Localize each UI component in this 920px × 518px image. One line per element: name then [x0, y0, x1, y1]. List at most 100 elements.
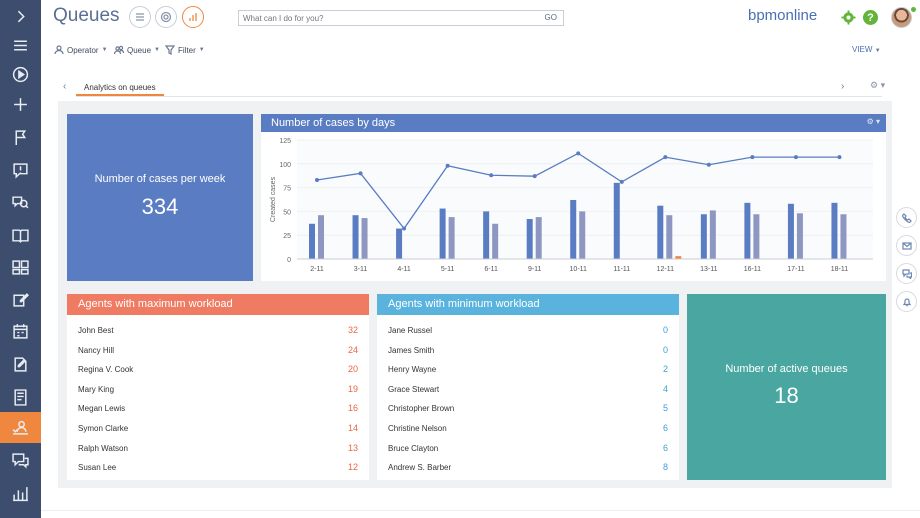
users-icon	[114, 45, 124, 55]
page-title: Queues	[53, 5, 120, 26]
list-item[interactable]: Symon Clarke 14	[67, 420, 369, 438]
mail-button[interactable]	[896, 235, 917, 256]
dashboard-icon	[12, 259, 29, 275]
chevron-down-icon: ▼	[101, 47, 108, 53]
list-item[interactable]: Susan Lee 12	[67, 459, 369, 477]
gear-icon	[160, 11, 172, 23]
agent-name: Ralph Watson	[78, 443, 128, 453]
view-menu-label: VIEW	[852, 45, 873, 54]
sidebar-item-cases[interactable]	[0, 283, 41, 315]
chart-point	[576, 151, 581, 156]
analytics-view-button[interactable]	[182, 6, 204, 28]
chat-button[interactable]	[896, 263, 917, 284]
chart-point	[706, 162, 711, 167]
active-queues-tile[interactable]: Number of active queues 18	[687, 294, 886, 480]
list-item[interactable]: Christopher Brown 5	[377, 400, 679, 418]
list-item[interactable]: Grace Stewart 4	[377, 381, 679, 399]
chat-icon	[12, 452, 29, 469]
filter-menu[interactable]: Filter ▼	[165, 45, 205, 55]
sidebar-item-add[interactable]	[0, 88, 41, 120]
sidebar-item-flag[interactable]	[0, 121, 41, 153]
settings-view-button[interactable]	[155, 6, 177, 28]
chart-bar	[657, 205, 664, 259]
list-item[interactable]: James Smith 0	[377, 342, 679, 360]
x-tick-label: 11-11	[613, 266, 630, 273]
list-item[interactable]: Megan Lewis 16	[67, 400, 369, 418]
chevron-down-icon: ▼	[154, 47, 160, 53]
chart-settings-button[interactable]: ⚙ ▾	[866, 117, 880, 126]
sidebar-item-reports[interactable]	[0, 381, 41, 413]
chart-bar	[439, 208, 446, 259]
sidebar-item-chats[interactable]	[0, 444, 41, 476]
list-item[interactable]: John Best 32	[67, 322, 369, 340]
chart-point	[793, 155, 798, 160]
list-item[interactable]: Henry Wayne 2	[377, 361, 679, 379]
chart-bar	[526, 219, 533, 259]
view-menu[interactable]: VIEW ▼	[852, 45, 881, 54]
list-item[interactable]: Christine Nelson 6	[377, 420, 679, 438]
y-tick-label: 25	[283, 233, 291, 240]
agent-name: Christopher Brown	[388, 404, 455, 414]
sidebar-item-knowledge-base[interactable]	[0, 219, 41, 251]
queue-filter-label: Queue	[127, 45, 152, 55]
tab-prev-button[interactable]: ‹	[63, 81, 67, 92]
sidebar-collapse-button[interactable]	[0, 0, 41, 32]
list-view-button[interactable]	[129, 6, 151, 28]
chart-canvas: 0 25 50 75 100 125 Created cases 2-11 3-11 4-11 5-…	[270, 138, 873, 273]
list-item[interactable]: Andrew S. Barber 8	[377, 459, 679, 477]
agent-case-count: 2	[662, 364, 668, 375]
dashboard-settings-button[interactable]: ⚙ ▾	[870, 80, 886, 90]
chart-point	[663, 155, 668, 160]
agent-case-count: 32	[347, 325, 358, 335]
sidebar-item-knowledge-search[interactable]	[0, 186, 41, 218]
list-item[interactable]: Regina V. Cook 20	[67, 361, 369, 379]
list-item[interactable]: Bruce Clayton 6	[377, 440, 679, 458]
queue-filter[interactable]: Queue ▼	[114, 45, 160, 55]
cases-per-week-tile[interactable]: Number of cases per week 334	[67, 114, 253, 281]
agent-name: Regina V. Cook	[78, 365, 134, 375]
sidebar-item-queues[interactable]	[0, 412, 41, 443]
x-tick-label: 6-11	[484, 266, 498, 273]
sidebar-item-documents[interactable]	[0, 348, 41, 380]
list-item[interactable]: Ralph Watson 13	[67, 440, 369, 458]
chart-bar	[396, 228, 403, 259]
sidebar-item-dashboards[interactable]	[0, 251, 41, 283]
chart-bar	[675, 256, 682, 259]
help-button[interactable]: ?	[863, 10, 878, 25]
sidebar-item-alerts[interactable]	[0, 154, 41, 186]
avatar[interactable]	[891, 7, 912, 28]
chart-point	[532, 174, 537, 179]
list-item[interactable]: Nancy Hill 24	[67, 342, 369, 360]
list-item[interactable]: Jane Russel 0	[377, 322, 679, 340]
chevron-down-icon: ▼	[198, 47, 205, 53]
operator-filter[interactable]: Operator ▼	[54, 45, 108, 55]
chart-point	[619, 179, 624, 184]
agent-case-count: 6	[662, 423, 668, 433]
system-settings-icon[interactable]	[841, 10, 856, 25]
plus-icon	[14, 97, 27, 111]
chart-bar	[613, 182, 620, 259]
list-item[interactable]: Mary King 19	[67, 381, 369, 399]
x-tick-label: 12-11	[657, 266, 674, 273]
agent-name: Henry Wayne	[388, 365, 437, 375]
cases-by-days-chart: Number of cases by days ⚙ ▾ 0 25 50 75 100 12…	[261, 114, 886, 281]
tab-next-button[interactable]: ›	[841, 81, 845, 92]
chart-bar	[579, 211, 586, 259]
sidebar-item-analytics[interactable]	[0, 477, 41, 509]
report-icon	[14, 388, 27, 406]
search-go-button[interactable]: GO	[544, 13, 557, 22]
phone-button[interactable]	[896, 207, 917, 228]
y-tick-label: 100	[279, 162, 291, 169]
agent-name: Nancy Hill	[78, 345, 115, 355]
agent-name: Mary King	[78, 384, 115, 394]
tab-analytics-on-queues[interactable]: Analytics on queues	[76, 80, 164, 96]
sidebar-item-calendar[interactable]	[0, 315, 41, 347]
sidebar-menu-button[interactable]	[0, 29, 41, 61]
chart-point	[358, 171, 363, 176]
notifications-button[interactable]	[896, 291, 917, 312]
agent-name: John Best	[78, 326, 114, 335]
sidebar-item-process[interactable]	[0, 58, 41, 90]
x-tick-label: 17-11	[787, 266, 804, 273]
chart-bar	[483, 211, 490, 259]
search-input[interactable]	[243, 12, 523, 25]
